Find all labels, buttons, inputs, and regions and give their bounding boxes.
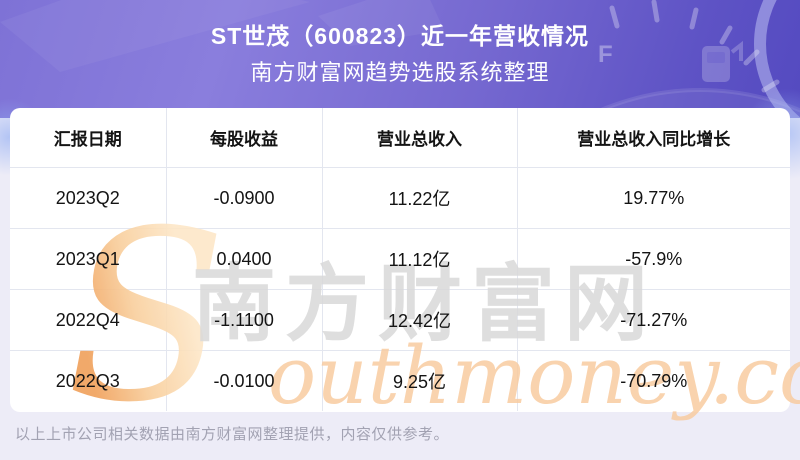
cell-value: 2023Q2 bbox=[55, 187, 120, 208]
cell-report-date: 2023Q2 bbox=[10, 167, 167, 229]
gauge-ticks bbox=[609, 0, 780, 93]
table-header-row: 汇报日期 每股收益 营业总收入 营业总收入同比增长 bbox=[10, 108, 790, 168]
footer-disclaimer: 以上上市公司相关数据由南方财富网整理提供，内容仅供参考。 bbox=[15, 426, 450, 443]
cell-report-date: 2022Q3 bbox=[10, 350, 167, 411]
cell-report-date: 2022Q4 bbox=[10, 289, 167, 351]
revenue-table-card: 汇报日期 每股收益 营业总收入 营业总收入同比增长 2023Q2 -0.0900… bbox=[10, 108, 790, 412]
table-row: 2022Q4 -1.1100 12.42亿 -71.27% bbox=[10, 289, 790, 351]
cell-revenue-yoy-growth: -70.79% bbox=[517, 351, 790, 412]
cell-value: 2023Q1 bbox=[55, 248, 120, 269]
col-header-revenue-yoy-growth: 营业总收入同比增长 bbox=[517, 108, 790, 168]
cell-revenue-yoy-growth: -71.27% bbox=[517, 289, 790, 351]
revenue-table: 汇报日期 每股收益 营业总收入 营业总收入同比增长 2023Q2 -0.0900… bbox=[10, 108, 790, 411]
cell-total-revenue: 11.12亿 bbox=[322, 228, 518, 290]
cell-value: -0.0900 bbox=[213, 187, 275, 208]
cell-total-revenue: 12.42亿 bbox=[322, 289, 518, 351]
cell-value: -1.1100 bbox=[214, 309, 274, 330]
cell-value: 11.22亿 bbox=[388, 189, 451, 209]
cell-value: 11.12亿 bbox=[388, 250, 451, 270]
cell-revenue-yoy-growth: 19.77% bbox=[517, 167, 790, 229]
col-header-report-date: 汇报日期 bbox=[10, 108, 167, 168]
table-row: 2023Q2 -0.0900 11.22亿 19.77% bbox=[10, 167, 790, 229]
fuel-pump-icon bbox=[702, 40, 743, 82]
cell-eps: 0.0400 bbox=[166, 228, 323, 290]
cell-value: 12.42亿 bbox=[387, 311, 452, 331]
gauge-outer-ring bbox=[754, 0, 800, 118]
header-label: 汇报日期 bbox=[53, 130, 122, 149]
table-row: 2022Q3 -0.0100 9.25亿 -70.79% bbox=[10, 350, 790, 412]
cell-value: -71.27% bbox=[620, 309, 688, 330]
cell-report-date: 2023Q1 bbox=[10, 228, 167, 290]
cell-value: -0.0100 bbox=[213, 370, 275, 391]
table-row: 2023Q1 0.0400 11.12亿 -57.9% bbox=[10, 228, 790, 290]
header-label: 营业总收入 bbox=[377, 130, 462, 149]
cell-value: 0.0400 bbox=[216, 248, 272, 269]
cell-total-revenue: 11.22亿 bbox=[322, 167, 518, 229]
cell-total-revenue: 9.25亿 bbox=[322, 350, 518, 411]
cell-value: 19.77% bbox=[623, 187, 685, 208]
col-header-total-revenue: 营业总收入 bbox=[322, 108, 518, 168]
cell-eps: -0.0100 bbox=[166, 350, 323, 411]
page-subtitle: 南方财富网趋势选股系统整理 bbox=[250, 60, 550, 85]
cell-value: -57.9% bbox=[625, 248, 683, 269]
header-label: 营业总收入同比增长 bbox=[577, 130, 731, 149]
cell-eps: -0.0900 bbox=[166, 167, 323, 229]
cell-value: -70.79% bbox=[620, 370, 688, 391]
header-banner: F ST世茂（600823）近一年营收情况 南方财富网趋势选股系统整理 bbox=[0, 0, 800, 118]
cell-value: 9.25亿 bbox=[392, 372, 447, 392]
cell-value: 2022Q4 bbox=[55, 309, 120, 330]
dashboard-gauge-icon: F bbox=[0, 0, 800, 118]
header-label: 每股收益 bbox=[210, 130, 278, 149]
col-header-eps: 每股收益 bbox=[166, 108, 323, 168]
cell-eps: -1.1100 bbox=[166, 289, 323, 351]
gauge-f-label: F bbox=[598, 41, 613, 68]
cell-revenue-yoy-growth: -57.9% bbox=[517, 228, 790, 290]
page-title: ST世茂（600823）近一年营收情况 bbox=[210, 23, 590, 49]
cell-value: 2022Q3 bbox=[55, 370, 120, 391]
